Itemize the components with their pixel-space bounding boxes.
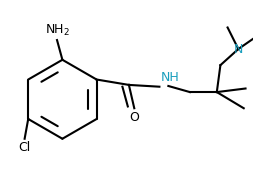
Text: N: N	[234, 42, 243, 56]
Text: O: O	[129, 111, 139, 124]
Text: NH$_2$: NH$_2$	[44, 23, 70, 38]
Text: NH: NH	[161, 71, 180, 84]
Text: Cl: Cl	[19, 141, 31, 153]
